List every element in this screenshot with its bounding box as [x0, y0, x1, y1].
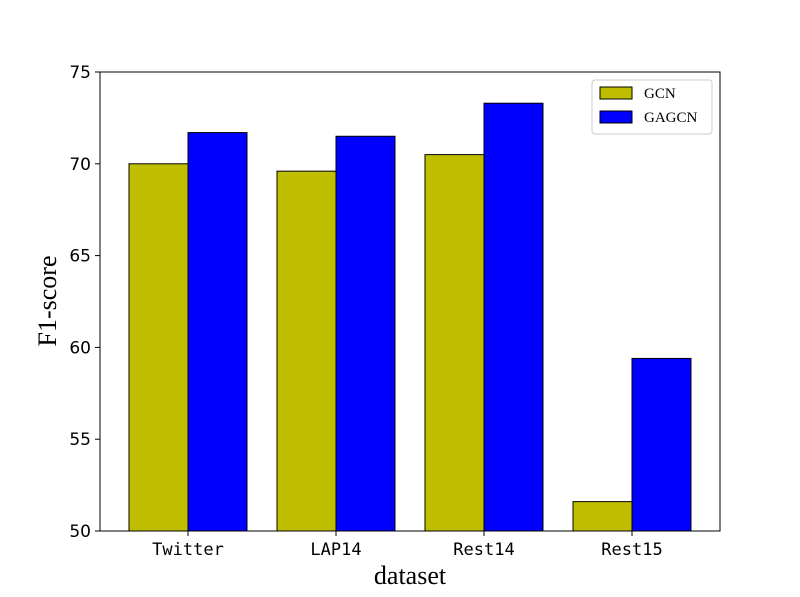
bar-gagcn-lap14 — [335, 135, 396, 532]
x-tick-label-rest14: Rest14 — [453, 540, 514, 560]
y-axis-label: F1-score — [33, 256, 62, 347]
y-tick-label: 55 — [69, 430, 91, 450]
y-tick-label: 50 — [69, 522, 91, 542]
bar-gagcn-rest15 — [631, 357, 692, 532]
legend-label-gcn: GCN — [644, 86, 676, 102]
bar-gagcn-twitter — [187, 132, 248, 532]
y-axis: 50 55 60 65 70 75 — [69, 63, 100, 542]
x-tick-label-rest15: Rest15 — [601, 540, 662, 560]
bar-gcn-rest15 — [572, 501, 633, 532]
legend-label-gagcn: GAGCN — [644, 110, 698, 126]
bar-gagcn-rest14 — [483, 102, 544, 532]
legend-swatch-gagcn — [599, 110, 633, 124]
bars-group — [128, 102, 692, 532]
bar-gcn-twitter — [128, 163, 189, 532]
y-tick-label: 60 — [69, 338, 91, 358]
legend-swatch-gcn — [599, 86, 633, 100]
bar-gcn-rest14 — [424, 154, 485, 532]
x-axis: Twitter LAP14 Rest14 Rest15 — [152, 531, 663, 560]
legend: GCN GAGCN — [591, 79, 713, 135]
plot-frame — [99, 71, 721, 532]
x-axis-label: dataset — [374, 561, 447, 590]
y-tick-label: 65 — [69, 247, 91, 267]
y-tick-label: 75 — [69, 63, 91, 83]
x-tick-label-lap14: LAP14 — [310, 540, 361, 560]
x-tick-label-twitter: Twitter — [152, 540, 224, 560]
bar-gcn-lap14 — [276, 170, 337, 532]
y-tick-label: 70 — [69, 155, 91, 175]
